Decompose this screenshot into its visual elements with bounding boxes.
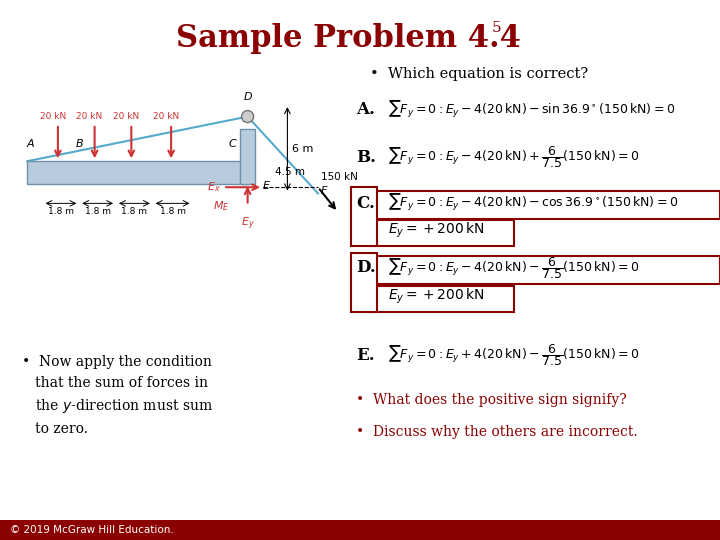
Text: 1.8 m: 1.8 m: [48, 207, 74, 216]
Text: 6 m: 6 m: [292, 144, 314, 154]
Text: B.: B.: [356, 148, 376, 165]
Text: Sample Problem 4.4: Sample Problem 4.4: [176, 23, 521, 53]
Text: •  Discuss why the others are incorrect.: • Discuss why the others are incorrect.: [356, 425, 638, 439]
Text: •  Which equation is correct?: • Which equation is correct?: [370, 67, 588, 81]
Text: 1.8 m: 1.8 m: [85, 207, 111, 216]
Text: E: E: [263, 181, 270, 191]
Text: 150 kN: 150 kN: [321, 172, 358, 182]
Text: F: F: [321, 186, 328, 196]
Bar: [0, 520, 720, 540]
Text: C: C: [228, 139, 236, 149]
FancyBboxPatch shape: [370, 256, 720, 284]
Text: $\sum F_y = 0: E_y + 4(20\,\mathrm{kN}) - \dfrac{6}{7.5}(150\,\mathrm{kN}) = 0$: $\sum F_y = 0: E_y + 4(20\,\mathrm{kN}) …: [388, 342, 639, 368]
FancyBboxPatch shape: [370, 286, 514, 312]
Text: E.: E.: [356, 347, 374, 363]
Text: D: D: [243, 92, 252, 102]
Text: $E_y = +200\,\mathrm{kN}$: $E_y = +200\,\mathrm{kN}$: [388, 286, 485, 306]
Text: 1.8 m: 1.8 m: [122, 207, 148, 216]
Text: •  Now apply the condition
   that the sum of forces in
   the $y$-direction mus: • Now apply the condition that the sum o…: [22, 355, 213, 436]
Text: 20 kN: 20 kN: [153, 112, 179, 121]
Text: $\sum F_y = 0: E_y - 4(20\,\mathrm{kN}) - \dfrac{6}{7.5}(150\,\mathrm{kN}) = 0$: $\sum F_y = 0: E_y - 4(20\,\mathrm{kN}) …: [388, 255, 639, 281]
Text: 5: 5: [492, 21, 502, 35]
Text: 1.8 m: 1.8 m: [160, 207, 186, 216]
Text: A.: A.: [356, 102, 375, 118]
Text: $E_y = +200\,\mathrm{kN}$: $E_y = +200\,\mathrm{kN}$: [388, 220, 485, 240]
Text: $E_y$: $E_y$: [240, 215, 254, 232]
Text: $\sum F_y = 0: E_y - 4(20\,\mathrm{kN}) + \dfrac{6}{7.5}(150\,\mathrm{kN}) = 0$: $\sum F_y = 0: E_y - 4(20\,\mathrm{kN}) …: [388, 144, 639, 170]
Text: $E_x$: $E_x$: [207, 180, 221, 194]
Text: $\sum F_y = 0: E_y - 4(20\,\mathrm{kN}) - \cos 36.9^\circ(150\,\mathrm{kN}) = 0$: $\sum F_y = 0: E_y - 4(20\,\mathrm{kN}) …: [388, 192, 678, 213]
FancyBboxPatch shape: [240, 129, 256, 184]
FancyBboxPatch shape: [351, 253, 377, 312]
Text: 4.5 m: 4.5 m: [276, 167, 305, 177]
Circle shape: [242, 111, 253, 123]
FancyBboxPatch shape: [27, 161, 248, 184]
FancyBboxPatch shape: [351, 187, 377, 246]
FancyBboxPatch shape: [370, 191, 720, 219]
Text: 20 kN: 20 kN: [113, 112, 139, 121]
FancyBboxPatch shape: [370, 220, 514, 246]
Text: $\sum F_y = 0: E_y - 4(20\,\mathrm{kN}) - \sin 36.9^\circ(150\,\mathrm{kN}) = 0$: $\sum F_y = 0: E_y - 4(20\,\mathrm{kN}) …: [388, 99, 675, 120]
Text: © 2019 McGraw Hill Education.: © 2019 McGraw Hill Education.: [10, 525, 174, 535]
Text: B: B: [76, 139, 83, 149]
Text: D.: D.: [356, 260, 376, 276]
Text: 20 kN: 20 kN: [40, 112, 66, 121]
Text: 20 kN: 20 kN: [76, 112, 102, 121]
Text: C.: C.: [356, 194, 375, 212]
Text: A: A: [27, 139, 34, 149]
Text: $M_E$: $M_E$: [213, 199, 229, 213]
Text: •  What does the positive sign signify?: • What does the positive sign signify?: [356, 393, 626, 407]
